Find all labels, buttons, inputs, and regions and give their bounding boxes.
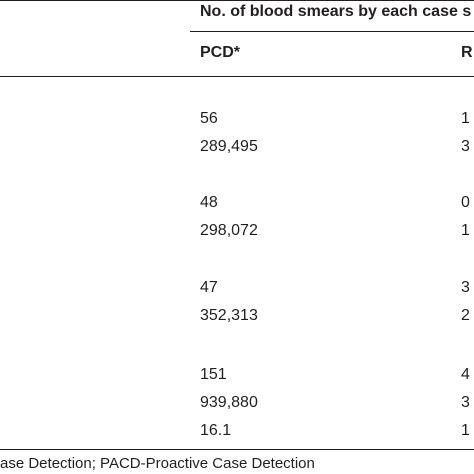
table-cell-next: 1 [461,110,470,127]
table-cell-next: 0 [461,194,470,211]
table-cell-next: 1 [461,222,470,239]
column-header-next: R [461,44,473,61]
table-cell-next: 3 [461,394,470,411]
table-cell-pcd: 298,072 [200,222,258,239]
table-top-rule [0,0,474,1]
table-cell-pcd: 151 [200,366,227,383]
group-header: No. of blood smears by each case s [200,3,472,20]
table-cell-pcd: 48 [200,194,218,211]
table-cell-next: 1 [461,422,470,439]
table-cell-pcd: 289,495 [200,138,258,155]
table-cell-next: 4 [461,366,470,383]
table-footnote: ase Detection; PACD-Proactive Case Detec… [0,455,315,472]
table-cell-pcd: 56 [200,110,218,127]
header-bottom-rule [0,76,474,77]
column-header-pcd: PCD* [200,44,241,61]
table-cell-next: 3 [461,279,470,296]
table-cell-next: 2 [461,307,470,324]
group-header-rule [190,31,474,32]
table-cell-pcd: 939,880 [200,394,258,411]
table-bottom-rule [0,449,474,450]
table-cell-pcd: 47 [200,279,218,296]
table-cell-pcd: 352,313 [200,307,258,324]
table-cell-pcd: 16.1 [200,422,232,439]
table-cell-next: 3 [461,138,470,155]
